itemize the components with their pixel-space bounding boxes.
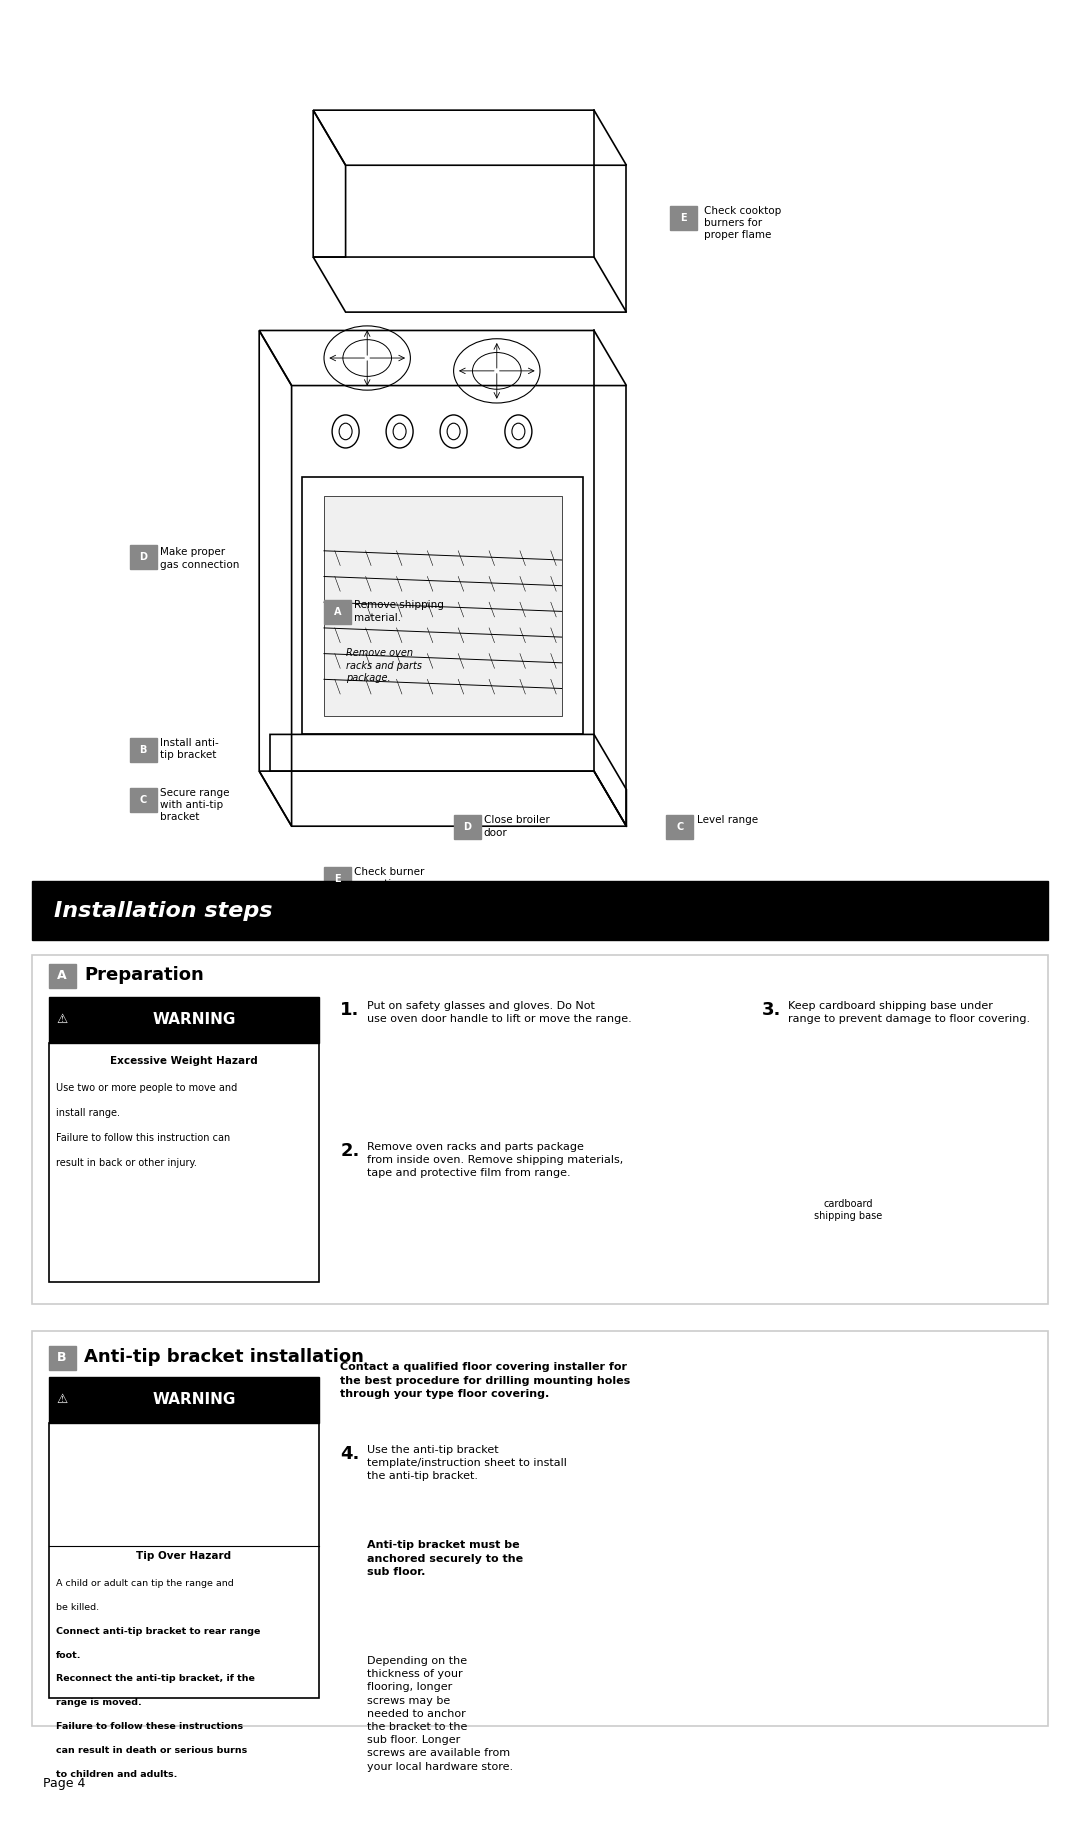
Text: Excessive Weight Hazard: Excessive Weight Hazard (110, 1056, 257, 1065)
FancyBboxPatch shape (666, 815, 693, 839)
Text: A: A (334, 608, 341, 617)
Text: Failure to follow this instruction can: Failure to follow this instruction can (56, 1133, 230, 1142)
Text: Remove oven
racks and parts
package.: Remove oven racks and parts package. (346, 648, 421, 683)
Text: to children and adults.: to children and adults. (56, 1770, 177, 1779)
FancyBboxPatch shape (32, 1331, 1048, 1726)
Text: 1.: 1. (340, 1001, 360, 1019)
Text: 2.: 2. (340, 1142, 360, 1160)
Text: 4.: 4. (340, 1445, 360, 1463)
Polygon shape (324, 496, 562, 716)
Text: WARNING: WARNING (152, 1012, 237, 1028)
Text: foot.: foot. (56, 1651, 82, 1660)
Text: Failure to follow these instructions: Failure to follow these instructions (56, 1722, 243, 1731)
Bar (49, 1423, 319, 1698)
Bar (49, 1377, 319, 1423)
Text: Depending on the
thickness of your
flooring, longer
screws may be
needed to anch: Depending on the thickness of your floor… (367, 1656, 513, 1772)
Polygon shape (734, 1423, 821, 1469)
Text: Remove shipping
material.: Remove shipping material. (354, 600, 444, 622)
Text: cardboard
shipping base: cardboard shipping base (813, 1199, 882, 1221)
Text: range is moved.: range is moved. (56, 1698, 141, 1707)
Text: Anti-tip bracket must be
anchored securely to the
sub floor.: Anti-tip bracket must be anchored secure… (367, 1540, 524, 1577)
Bar (49, 1043, 319, 1282)
Text: A: A (57, 969, 67, 982)
Text: Contact a qualified floor covering installer for
the best procedure for drilling: Contact a qualified floor covering insta… (340, 1362, 631, 1399)
Text: C: C (139, 795, 147, 804)
Bar (32, 881, 1048, 940)
FancyBboxPatch shape (324, 867, 351, 890)
FancyBboxPatch shape (454, 815, 481, 839)
FancyBboxPatch shape (130, 788, 157, 812)
Text: Remove oven racks and parts package
from inside oven. Remove shipping materials,: Remove oven racks and parts package from… (367, 1142, 623, 1179)
FancyBboxPatch shape (324, 600, 351, 624)
Text: ⚠: ⚠ (56, 1013, 67, 1026)
FancyBboxPatch shape (32, 955, 1048, 1304)
Text: Reconnect the anti-tip bracket, if the: Reconnect the anti-tip bracket, if the (56, 1674, 255, 1684)
Text: Put on safety glasses and gloves. Do Not
use oven door handle to lift or move th: Put on safety glasses and gloves. Do Not… (367, 1001, 632, 1024)
Text: install range.: install range. (56, 1107, 120, 1118)
Text: 3.: 3. (761, 1001, 781, 1019)
Text: E: E (334, 874, 341, 883)
Bar (49, 997, 319, 1043)
Text: Connect anti-tip bracket to rear range: Connect anti-tip bracket to rear range (56, 1627, 260, 1636)
FancyBboxPatch shape (49, 1346, 76, 1370)
Text: C: C (676, 823, 684, 832)
Text: Level range: Level range (697, 815, 758, 824)
Text: Anti-tip bracket installation: Anti-tip bracket installation (84, 1348, 364, 1366)
Text: result in back or other injury.: result in back or other injury. (56, 1159, 197, 1168)
Text: Preparation: Preparation (84, 966, 204, 984)
Text: Page 4: Page 4 (43, 1777, 85, 1790)
Polygon shape (135, 1450, 232, 1579)
Text: be killed.: be killed. (56, 1603, 99, 1612)
Text: B: B (139, 745, 147, 755)
Text: D: D (463, 823, 471, 832)
Text: B: B (57, 1351, 67, 1364)
Text: Secure range
with anti-tip
bracket: Secure range with anti-tip bracket (160, 788, 229, 823)
Text: Use the anti-tip bracket
template/instruction sheet to install
the anti-tip brac: Use the anti-tip bracket template/instru… (367, 1445, 567, 1482)
Text: E: E (679, 213, 687, 222)
Text: WARNING: WARNING (152, 1392, 237, 1408)
Text: Keep cardboard shipping base under
range to prevent damage to floor covering.: Keep cardboard shipping base under range… (788, 1001, 1030, 1024)
Text: Install anti-
tip bracket: Install anti- tip bracket (160, 738, 218, 760)
Text: Make proper
gas connection: Make proper gas connection (160, 547, 239, 569)
FancyBboxPatch shape (130, 738, 157, 762)
Text: can result in death or serious burns: can result in death or serious burns (56, 1746, 247, 1755)
Text: 🏃: 🏃 (190, 1498, 199, 1513)
Text: Use two or more people to move and: Use two or more people to move and (56, 1083, 238, 1092)
Text: Tip Over Hazard: Tip Over Hazard (136, 1551, 231, 1561)
FancyBboxPatch shape (49, 964, 76, 988)
Text: Close broiler
door: Close broiler door (484, 815, 550, 837)
Text: Installation steps: Installation steps (54, 901, 272, 920)
Text: D: D (139, 553, 147, 562)
FancyBboxPatch shape (130, 545, 157, 569)
Text: Check burner
operation: Check burner operation (354, 867, 424, 889)
Text: Check cooktop
burners for
proper flame: Check cooktop burners for proper flame (704, 206, 782, 241)
Text: ⚠: ⚠ (56, 1394, 67, 1406)
Text: A child or adult can tip the range and: A child or adult can tip the range and (56, 1579, 234, 1588)
FancyBboxPatch shape (670, 206, 697, 230)
